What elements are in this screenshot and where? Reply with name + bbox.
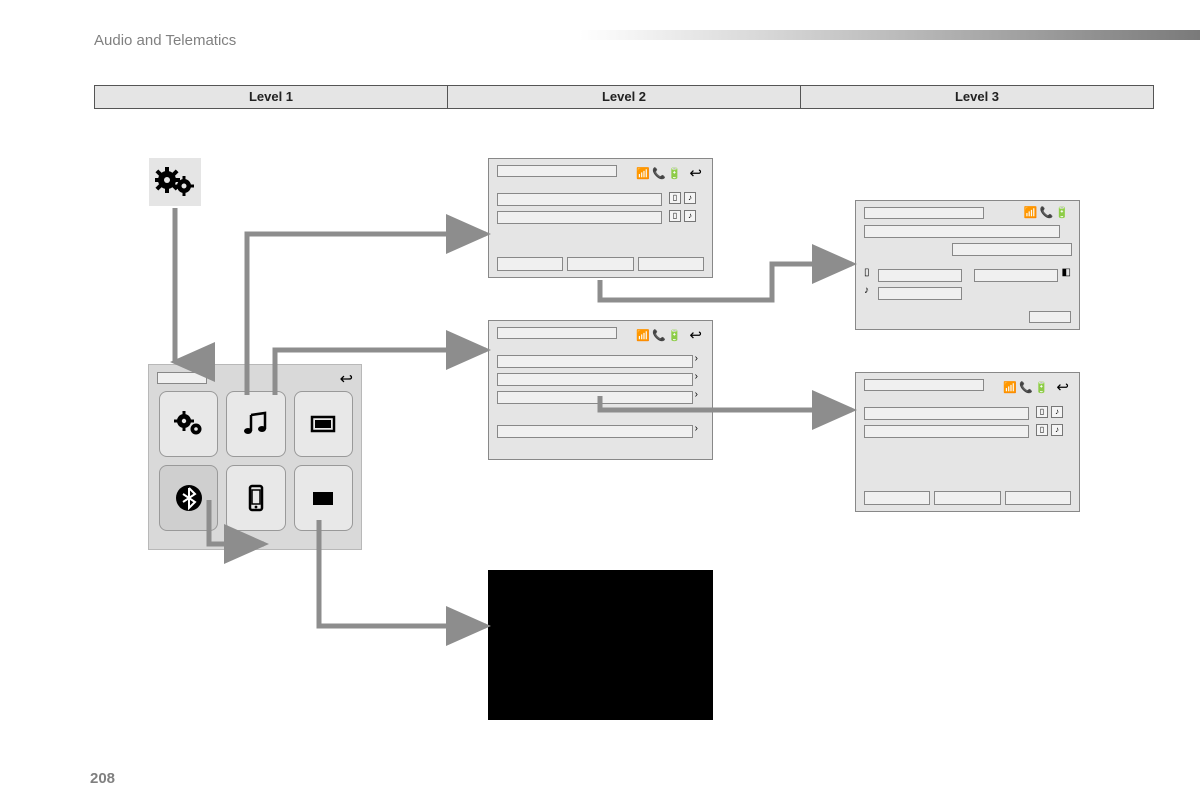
bluetooth-options-panel: 📶📞🔋↩ › › › › bbox=[488, 320, 713, 460]
menu-gears-button[interactable] bbox=[159, 391, 218, 457]
status-icons: 📶📞🔋↩ bbox=[1003, 378, 1071, 396]
footer-button[interactable] bbox=[497, 257, 563, 271]
col-header-1: Level 1 bbox=[94, 85, 447, 109]
settings-entry-tile[interactable] bbox=[149, 158, 201, 206]
audio-mode-icon: ♪ bbox=[684, 192, 696, 204]
panel-title-bar bbox=[864, 207, 984, 219]
phone-mode-icon: ▯ bbox=[1036, 424, 1048, 436]
phone-mode-icon: ▯ bbox=[669, 210, 681, 222]
list-item[interactable] bbox=[497, 425, 693, 438]
back-icon[interactable]: ↩ bbox=[1056, 378, 1071, 396]
page-number: 208 bbox=[90, 770, 115, 787]
ok-button[interactable] bbox=[1029, 311, 1071, 323]
status-icons: 📶📞🔋↩ bbox=[636, 164, 704, 182]
menu-display-button[interactable] bbox=[294, 391, 353, 457]
panel-title-bar bbox=[157, 372, 207, 384]
status-icons: 📶📞🔋 bbox=[1024, 206, 1071, 219]
audio-source-icon: ◧ bbox=[1062, 267, 1071, 278]
phone-mode-icon: ▯ bbox=[1036, 406, 1048, 418]
back-icon[interactable]: ↩ bbox=[689, 326, 704, 344]
menu-screen-off-button[interactable] bbox=[294, 465, 353, 531]
footer-button[interactable] bbox=[638, 257, 704, 271]
bluetooth-devices-panel-2: 📶📞🔋↩ ▯♪ ▯♪ bbox=[855, 372, 1080, 512]
gears-icon bbox=[155, 166, 195, 198]
screen-off-panel bbox=[488, 570, 713, 720]
list-item[interactable] bbox=[864, 407, 1029, 420]
back-icon[interactable]: ↩ bbox=[340, 369, 353, 389]
audio-mode-icon: ♪ bbox=[684, 210, 696, 222]
list-item bbox=[864, 225, 1060, 238]
chevron-right-icon: › bbox=[695, 353, 698, 364]
footer-button[interactable] bbox=[934, 491, 1000, 505]
list-item bbox=[952, 243, 1072, 256]
col-header-3: Level 3 bbox=[800, 85, 1154, 109]
back-icon[interactable]: ↩ bbox=[689, 164, 704, 182]
bluetooth-devices-panel: 📶📞🔋↩ ▯♪ ▯♪ bbox=[488, 158, 713, 278]
panel-title-bar bbox=[497, 165, 617, 177]
connection-profile-panel: 📶📞🔋 ▯ ◧ ♪ bbox=[855, 200, 1080, 330]
menu-bluetooth-button[interactable] bbox=[159, 465, 218, 531]
page: Audio and Telematics 208 Level 1 Level 2… bbox=[0, 0, 1200, 800]
menu-music-button[interactable] bbox=[226, 391, 285, 457]
list-item[interactable] bbox=[497, 391, 693, 404]
panel-title-bar bbox=[497, 327, 617, 339]
phone-mode-icon: ▯ bbox=[864, 267, 870, 278]
column-header-row: Level 1 Level 2 Level 3 bbox=[94, 85, 1154, 109]
panel-footer bbox=[497, 257, 704, 271]
list-item[interactable] bbox=[497, 355, 693, 368]
panel-title-bar bbox=[864, 379, 984, 391]
audio-mode-icon: ♪ bbox=[864, 285, 869, 296]
list-item[interactable] bbox=[974, 269, 1058, 282]
phone-mode-icon: ▯ bbox=[669, 192, 681, 204]
list-item[interactable] bbox=[878, 287, 962, 300]
footer-button[interactable] bbox=[864, 491, 930, 505]
audio-mode-icon: ♪ bbox=[1051, 406, 1063, 418]
list-item[interactable] bbox=[497, 193, 662, 206]
chevron-right-icon: › bbox=[695, 371, 698, 382]
chevron-right-icon: › bbox=[695, 389, 698, 400]
col-header-2: Level 2 bbox=[447, 85, 800, 109]
menu-phone-button[interactable] bbox=[226, 465, 285, 531]
list-item[interactable] bbox=[497, 373, 693, 386]
footer-button[interactable] bbox=[567, 257, 633, 271]
chevron-right-icon: › bbox=[695, 423, 698, 434]
list-item[interactable] bbox=[864, 425, 1029, 438]
list-item[interactable] bbox=[878, 269, 962, 282]
settings-menu-panel: ↩ bbox=[148, 364, 362, 550]
panel-footer bbox=[864, 491, 1071, 505]
footer-button[interactable] bbox=[1005, 491, 1071, 505]
audio-mode-icon: ♪ bbox=[1051, 424, 1063, 436]
header-gradient bbox=[580, 30, 1200, 40]
page-title: Audio and Telematics bbox=[94, 32, 236, 49]
list-item[interactable] bbox=[497, 211, 662, 224]
status-icons: 📶📞🔋↩ bbox=[636, 326, 704, 344]
